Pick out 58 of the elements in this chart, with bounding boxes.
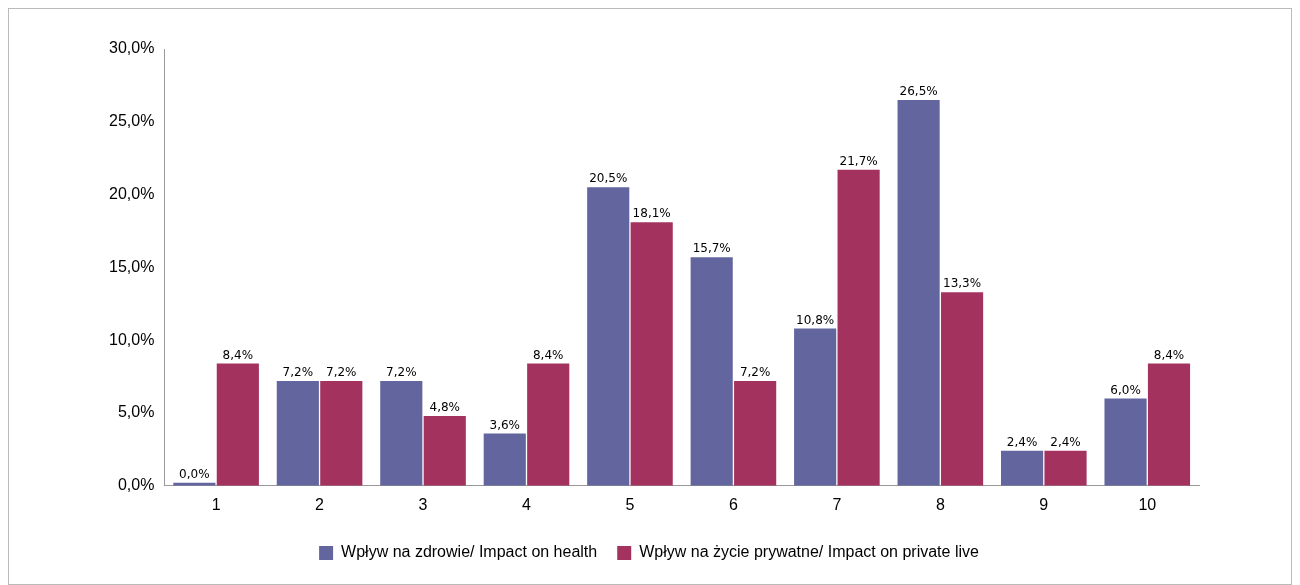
data-label: 13,3% [943,276,982,291]
data-label: 8,4% [222,347,254,362]
bar [734,380,777,486]
x-tick-label: 3 [418,495,428,513]
data-label: 2,4% [1050,434,1081,449]
bar [423,415,466,486]
legend-label: Wpływ na życie prywatne/ Impact on private live [639,543,979,561]
data-label: 6,0% [1110,382,1141,397]
legend-label: Wpływ na zdrowie/ Impact on health [341,543,598,561]
bar [587,187,630,486]
x-tick-label: 1 [211,495,221,513]
bar [1147,363,1191,486]
data-label: 0,0% [179,466,210,481]
y-tick-label: 5,0% [117,403,155,421]
x-tick-label: 4 [522,495,532,513]
data-label: 7,2% [739,365,771,380]
data-label: 15,7% [692,241,731,256]
y-tick-label: 15,0% [108,257,155,275]
data-label: 7,2% [282,365,314,380]
data-label: 4,8% [429,400,460,415]
data-label: 2,4% [1006,434,1038,449]
x-tick-label: 8 [935,495,945,513]
y-tick-label: 0,0% [117,476,155,494]
bar [940,292,984,486]
bar [630,222,673,486]
bar [320,380,363,486]
x-tick-label: 10 [1138,495,1157,513]
data-label: 18,1% [632,206,671,221]
x-tick-label: 6 [728,495,738,513]
data-label: 20,5% [589,171,628,186]
data-label: 7,2% [386,365,417,380]
bar [1104,398,1147,486]
y-tick-label: 25,0% [108,112,155,130]
data-label: 3,6% [489,417,521,432]
bar [483,433,526,486]
data-label: 21,7% [839,153,878,168]
bar [276,380,319,486]
x-tick-label: 2 [315,495,325,513]
bar [690,257,733,486]
bar [794,328,837,486]
y-tick-label: 20,0% [108,185,155,203]
y-tick-label: 30,0% [108,39,155,57]
bar [837,169,880,486]
x-tick-label: 7 [832,495,842,513]
y-tick-label: 10,0% [108,330,155,348]
data-label: 10,8% [796,312,835,327]
bar [1044,450,1087,486]
data-label: 8,4% [532,347,564,362]
bar [527,363,570,486]
x-tick-label: 5 [625,495,635,513]
x-tick-label: 9 [1039,495,1049,513]
bar [380,380,423,486]
data-label: 8,4% [1153,347,1185,362]
data-label: 26,5% [899,84,938,99]
bar [216,363,259,486]
bar [1001,450,1044,486]
bar [897,99,940,486]
data-label: 7,2% [326,365,357,380]
